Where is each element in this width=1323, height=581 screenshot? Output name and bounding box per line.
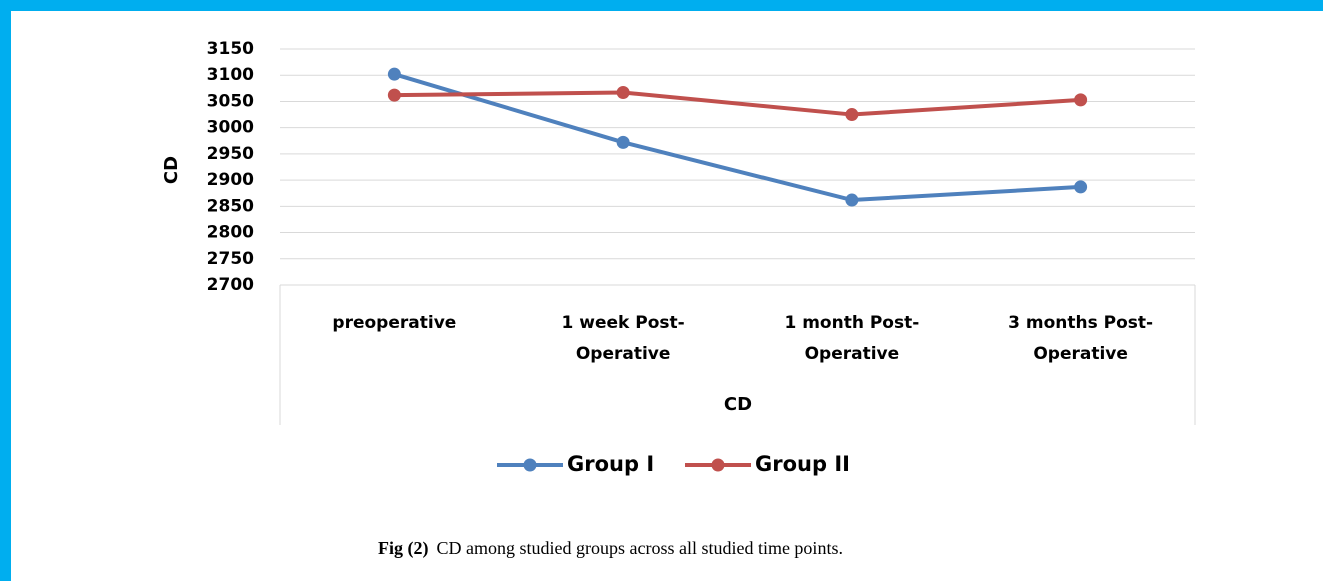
y-tick-label: 3100 [207,65,254,85]
legend-label: Group II [755,452,850,476]
y-axis-title: CD [161,156,182,184]
x-tick-line: 1 month Post- [784,313,919,333]
x-tick-line: 3 months Post- [1008,313,1153,333]
x-tick-line: 1 week Post- [562,313,685,333]
x-tick-line: Operative [1033,344,1128,364]
y-tick-label: 2800 [207,223,254,243]
data-point [1074,93,1088,107]
x-tick-label: 3 months Post- Operative [1008,313,1153,364]
y-tick-label: 2950 [207,144,254,164]
caption: Fig (2) CD among studied groups across al… [378,538,843,559]
data-point [616,135,630,149]
y-tick-label: 3000 [207,118,254,138]
legend-label: Group I [567,452,654,476]
y-tick-label: 2750 [207,249,254,269]
x-axis-title: CD [724,394,752,415]
border-left [0,0,11,581]
x-tick-line: Operative [576,344,671,364]
y-tick-label: 3050 [207,91,254,111]
y-tick-label: 2900 [207,170,254,190]
data-point [387,88,401,102]
legend-marker [523,458,537,472]
x-tick-label: 1 month Post- Operative [784,313,919,364]
y-tick-label: 2700 [207,275,254,295]
caption-text: CD among studied groups across all studi… [436,538,842,558]
data-point [845,108,859,122]
x-tick-label: 1 week Post- Operative [562,313,685,364]
series-line [394,90,1081,117]
legend-marker [711,458,725,472]
data-point [387,67,401,81]
x-tick-line: Operative [805,344,900,364]
y-tick-label: 2850 [207,196,254,216]
border-top [0,0,1323,11]
series-line [393,72,1081,203]
caption-label: Fig (2) [378,538,428,559]
x-tick-label: preoperative [332,313,456,333]
data-point [845,193,859,207]
y-tick-label: 3150 [207,39,254,59]
data-point [1074,180,1088,194]
data-point [616,86,630,100]
